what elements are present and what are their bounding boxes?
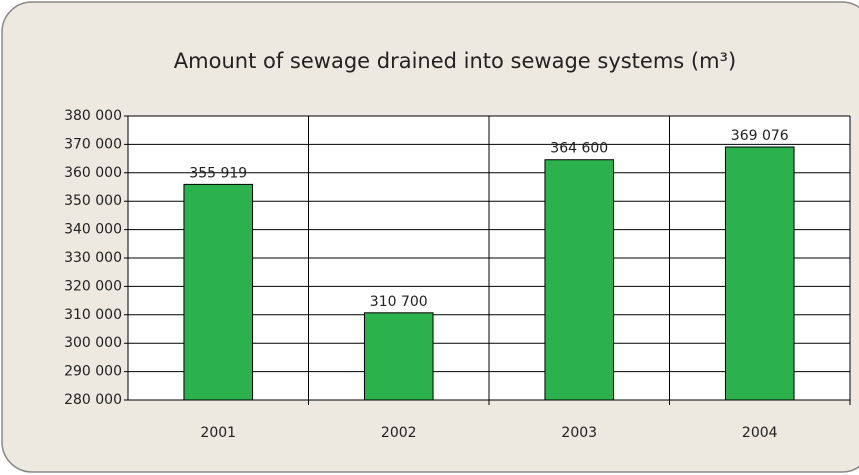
y-tick-label: 380 000 (64, 108, 122, 124)
bar (183, 183, 254, 401)
y-tick-label: 320 000 (64, 278, 122, 294)
y-tick-label: 330 000 (64, 250, 122, 266)
x-tick-label: 2001 (200, 425, 236, 441)
bar (544, 159, 615, 401)
x-tick-label: 2002 (381, 425, 417, 441)
y-tick-label: 310 000 (64, 307, 122, 323)
value-label: 310 700 (370, 294, 428, 310)
value-label: 369 076 (731, 128, 789, 144)
value-label: 355 919 (189, 165, 247, 181)
y-tick-label: 350 000 (64, 193, 122, 209)
x-tick-label: 2004 (742, 425, 778, 441)
y-tick-label: 280 000 (64, 392, 122, 408)
y-tick-label: 340 000 (64, 222, 122, 238)
chart-title: Amount of sewage drained into sewage sys… (174, 49, 736, 73)
bar (724, 146, 795, 401)
y-tick-label: 300 000 (64, 335, 122, 351)
value-label: 364 600 (550, 141, 608, 157)
bar (363, 312, 434, 401)
y-tick-label: 290 000 (64, 364, 122, 380)
y-tick-label: 370 000 (64, 136, 122, 152)
x-tick-label: 2003 (561, 425, 597, 441)
y-tick-label: 360 000 (64, 165, 122, 181)
